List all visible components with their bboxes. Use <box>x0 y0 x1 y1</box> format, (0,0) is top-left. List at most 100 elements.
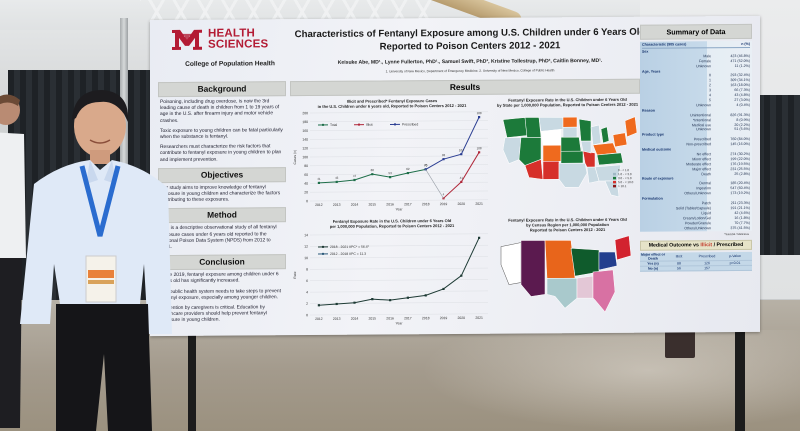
svg-text:40: 40 <box>304 182 308 186</box>
svg-text:20: 20 <box>304 190 308 194</box>
background-person <box>0 94 26 428</box>
unm-logo-icon <box>172 29 202 50</box>
outcome-heading-suffix: / Prescribed <box>712 242 744 249</box>
svg-text:70: 70 <box>424 163 428 167</box>
svg-text:Rate: Rate <box>293 271 297 278</box>
svg-text:Illicit: Illicit <box>366 123 373 127</box>
outcome-col-prescribed: Prescribed <box>698 254 716 259</box>
outcome-illicit-value: 56 <box>677 266 681 271</box>
svg-text:3.0 - < 5.0: 3.0 - < 5.0 <box>618 176 632 180</box>
svg-text:70: 70 <box>424 163 428 167</box>
svg-text:2017: 2017 <box>404 316 412 320</box>
svg-text:2021: 2021 <box>475 316 483 320</box>
institution-logo: HEALTH SCIENCES College of Population He… <box>170 27 290 68</box>
svg-text:2012: 2012 <box>315 203 323 207</box>
method-heading: Method <box>158 207 286 224</box>
svg-text:0 - < 1.0: 0 - < 1.0 <box>618 168 629 172</box>
svg-text:2018: 2018 <box>422 316 430 320</box>
outcome-row-label: No (n) <box>647 267 659 272</box>
rate-line-chart: Fentanyl Exposure Rate in the U.S. Child… <box>292 218 492 331</box>
poster-title: Characteristics of Fentanyl Exposure amo… <box>280 27 660 55</box>
background-paragraph: Poisoning, including drug overdose, is n… <box>160 99 280 124</box>
svg-text:Prescribed: Prescribed <box>402 122 418 126</box>
background-paragraph: Toxic exposure to young children can be … <box>160 128 283 141</box>
svg-text:2014: 2014 <box>351 203 359 207</box>
svg-text:2016: 2016 <box>386 202 394 206</box>
institution-name-line2: SCIENCES <box>208 38 269 51</box>
svg-text:4: 4 <box>443 192 445 196</box>
outcome-prescribed-value: 126 <box>704 261 710 266</box>
svg-text:2013: 2013 <box>333 317 341 321</box>
svg-text:0: 0 <box>306 199 308 203</box>
svg-text:104: 104 <box>459 148 464 152</box>
svg-text:47: 47 <box>353 174 357 178</box>
us-regions-map <box>500 235 632 313</box>
method-paragraph: This is a descriptive observational stud… <box>160 225 277 250</box>
summary-col-characteristic: Characteristic (905 cases) <box>642 42 687 47</box>
svg-text:180: 180 <box>302 120 308 124</box>
map1-legend: 0 - < 1.0 1.0 - < 3.0 3.0 - < 5.0 5.0 - … <box>613 168 634 188</box>
outcome-col-major: Major effect or Death <box>640 252 666 262</box>
outcome-pvalue: p<0.01 <box>729 261 741 266</box>
conclusion-paragraph: The public health system needs to take s… <box>160 288 281 301</box>
results-heading: Results <box>290 78 640 97</box>
table-row: Others/Unknown 375 (41.5%) <box>684 225 750 230</box>
conclusion-heading: Conclusion <box>158 254 286 271</box>
svg-text:6: 6 <box>306 279 308 283</box>
outcome-vs-heading: Medical Outcome vs Illicit / Prescribed <box>640 240 752 252</box>
conclusion-paragraph: Since 2019, fentanyl exposure among chil… <box>160 272 279 285</box>
affiliations: 1. University of New Mexico, Department … <box>385 68 555 74</box>
left-column: Background Poisoning, including drug ove… <box>158 81 286 329</box>
svg-text:53: 53 <box>388 171 392 175</box>
svg-text:60: 60 <box>304 173 308 177</box>
svg-text:8: 8 <box>306 268 308 272</box>
state-rate-map: Fentanyl Exposure Rate in the U.S. Child… <box>495 97 640 208</box>
summary-column: Summary of Data Characteristic (905 case… <box>640 23 752 273</box>
svg-text:2020: 2020 <box>458 316 466 320</box>
svg-text:188: 188 <box>477 111 482 115</box>
map2-title: Fentanyl Exposure Rate in the U.S. Child… <box>495 217 640 233</box>
background-heading: Background <box>158 81 286 98</box>
svg-text:2018 - 2021 APC* = 56.4*: 2018 - 2021 APC* = 56.4* <box>330 245 370 249</box>
svg-text:41: 41 <box>317 177 321 181</box>
svg-text:2015: 2015 <box>369 317 377 321</box>
outcome-illicit-value: 88 <box>677 261 681 266</box>
research-poster: HEALTH SCIENCES College of Population He… <box>150 15 760 337</box>
svg-text:12: 12 <box>304 245 308 249</box>
svg-text:100: 100 <box>302 155 308 159</box>
black-curtain-right <box>752 95 800 255</box>
outcome-heading-illicit: Illicit <box>700 242 713 249</box>
table-row: No (n) 56 157 <box>640 266 752 273</box>
poster-stand-leg-right <box>735 320 745 431</box>
cases-line-chart: Illicit and Prescribed* Fentanyl Exposur… <box>292 98 492 219</box>
background-paragraph: Researchers must characterize the risk f… <box>160 144 282 163</box>
outcome-heading-prefix: Medical Outcome vs <box>648 242 701 250</box>
svg-text:1.0 - < 3.0: 1.0 - < 3.0 <box>618 172 632 176</box>
svg-text:2016: 2016 <box>386 316 394 320</box>
svg-text:2012 - 2018 APC = 11.3: 2012 - 2018 APC = 11.3 <box>330 252 366 256</box>
svg-text:2: 2 <box>306 302 308 306</box>
svg-text:5.0 - < 10.0: 5.0 - < 10.0 <box>618 180 634 184</box>
svg-text:2018: 2018 <box>422 202 430 206</box>
svg-text:60: 60 <box>371 168 375 172</box>
svg-text:200: 200 <box>302 111 308 115</box>
conference-badge <box>85 255 117 303</box>
svg-text:120: 120 <box>302 146 308 150</box>
summary-heading: Summary of Data <box>640 23 752 40</box>
svg-text:Total: Total <box>330 123 337 127</box>
presenter-person <box>20 90 172 431</box>
chart1-title: Illicit and Prescribed* Fentanyl Exposur… <box>292 98 492 109</box>
svg-text:10: 10 <box>304 256 308 260</box>
svg-text:108: 108 <box>477 146 482 150</box>
svg-text:> 10.1: > 10.1 <box>618 184 627 188</box>
poster-stand-leg-left <box>188 330 196 431</box>
outcome-col-pvalue: p-Value <box>729 254 741 259</box>
svg-text:Year: Year <box>396 321 404 325</box>
summary-note: *Suicidal / Malicious <box>724 232 749 237</box>
svg-text:Year: Year <box>396 207 404 211</box>
outcome-col-illicit: Illicit <box>675 254 683 259</box>
svg-text:62: 62 <box>406 167 410 171</box>
svg-text:2012: 2012 <box>315 317 323 321</box>
metal-pole <box>120 18 128 178</box>
objectives-heading: Objectives <box>158 167 286 183</box>
